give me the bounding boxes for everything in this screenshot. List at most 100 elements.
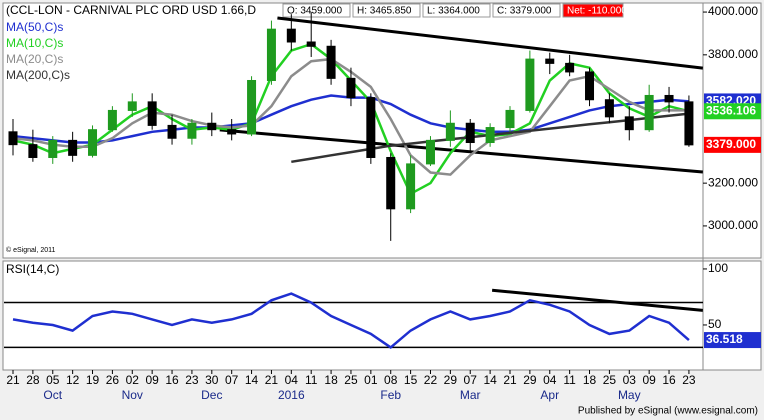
ohlc-box xyxy=(492,3,561,18)
x-tick-label: 23 xyxy=(185,373,199,387)
candle-body xyxy=(505,109,515,129)
x-tick-label: 22 xyxy=(424,373,438,387)
month-label: Oct xyxy=(43,388,62,402)
x-tick-label: 29 xyxy=(523,373,537,387)
x-tick-label: 11 xyxy=(563,373,576,387)
value-box xyxy=(704,332,761,349)
x-tick-label: 14 xyxy=(483,373,497,387)
value-label: 36.518 xyxy=(706,332,743,346)
candle-body xyxy=(167,124,177,139)
candle-body xyxy=(604,99,614,118)
x-tick-label: 05 xyxy=(46,373,60,387)
candle-body xyxy=(48,139,58,158)
legend-entry: MA(20,C)s xyxy=(6,52,63,66)
candle-body xyxy=(227,129,237,135)
x-tick-label: 12 xyxy=(66,373,80,387)
month-label: Mar xyxy=(460,388,481,402)
candle-body xyxy=(406,163,416,210)
candle-body xyxy=(565,62,575,73)
legend-entry: MA(10,C)s xyxy=(6,36,63,50)
x-tick-label: 21 xyxy=(265,373,279,387)
value-label: 3536.106 xyxy=(706,103,756,117)
trendline xyxy=(491,288,703,312)
x-tick-label: 04 xyxy=(543,373,557,387)
y-tick-label: 3800.000 xyxy=(708,47,758,61)
y-tick-label: 3000.000 xyxy=(708,218,758,232)
y-tick-label: 50 xyxy=(708,317,722,331)
ohlc-field: C: 3379.000 xyxy=(497,6,552,17)
candle-body xyxy=(8,131,18,146)
x-tick-label: 30 xyxy=(205,373,219,387)
month-label: May xyxy=(618,388,641,402)
candle-body xyxy=(88,129,98,156)
x-tick-label: 02 xyxy=(126,373,140,387)
x-tick-label: 09 xyxy=(145,373,159,387)
value-box xyxy=(704,136,761,153)
candle-body xyxy=(247,79,257,135)
legend-entry: MA(50,C)s xyxy=(6,20,63,34)
x-tick-label: 23 xyxy=(682,373,696,387)
candle-body xyxy=(684,101,694,146)
value-label: 3379.000 xyxy=(706,137,756,151)
x-tick-label: 01 xyxy=(364,373,378,387)
rsi-title: RSI(14,C) xyxy=(6,262,59,276)
candle-body xyxy=(68,139,78,156)
candle-body xyxy=(465,122,475,144)
x-tick-label: 04 xyxy=(285,373,299,387)
x-tick-label: 18 xyxy=(324,373,338,387)
candle-body xyxy=(207,122,217,131)
rsi-line xyxy=(12,292,690,349)
candle-body xyxy=(28,144,38,158)
ohlc-field: L: 3364.000 xyxy=(427,6,480,17)
copyright: © eSignal, 2011 xyxy=(6,246,56,254)
ohlc-box xyxy=(422,3,491,18)
candle-body xyxy=(346,77,356,99)
candle-body xyxy=(366,97,376,158)
x-tick-label: 29 xyxy=(444,373,458,387)
candle-body xyxy=(445,122,455,141)
x-tick-label: 08 xyxy=(384,373,398,387)
ohlc-field: H: 3465.850 xyxy=(357,6,412,17)
ohlc-box xyxy=(352,3,421,18)
candle-body xyxy=(286,28,296,43)
month-label: Dec xyxy=(201,388,222,402)
x-tick-label: 15 xyxy=(404,373,418,387)
x-tick-label: 19 xyxy=(86,373,100,387)
candle-body xyxy=(147,101,157,126)
candle-body xyxy=(525,58,535,111)
x-tick-label: 25 xyxy=(344,373,358,387)
candle-body xyxy=(585,71,595,101)
candle-body xyxy=(485,127,495,144)
x-tick-label: 14 xyxy=(245,373,259,387)
x-tick-label: 18 xyxy=(583,373,597,387)
x-tick-label: 26 xyxy=(106,373,120,387)
candle-body xyxy=(326,45,336,79)
candle-body xyxy=(425,139,435,165)
month-label: 2016 xyxy=(278,388,305,402)
ohlc-field: O: 3459.000 xyxy=(287,6,342,17)
legend-entry: MA(200,C)s xyxy=(6,68,70,82)
rsi-pane xyxy=(2,260,762,371)
x-tick-label: 16 xyxy=(165,373,179,387)
symbol: (CCL-LON - CARNIVAL PLC ORD USD 1.66,D xyxy=(6,3,256,17)
x-tick-label: 03 xyxy=(623,373,637,387)
trendline xyxy=(219,128,703,174)
x-tick-label: 11 xyxy=(305,373,318,387)
x-tick-label: 25 xyxy=(603,373,617,387)
value-box xyxy=(704,103,761,120)
x-tick-label: 16 xyxy=(662,373,676,387)
candle-body xyxy=(664,94,674,103)
candle-body xyxy=(266,28,276,81)
x-tick-label: 21 xyxy=(503,373,517,387)
month-label: Apr xyxy=(540,388,559,402)
month-label: Feb xyxy=(380,388,401,402)
x-tick-label: 07 xyxy=(225,373,239,387)
net-box xyxy=(562,3,624,18)
x-tick-label: 09 xyxy=(642,373,656,387)
footer: Published by eSignal (www.esignal.com) xyxy=(578,406,758,417)
candle-body xyxy=(644,94,654,131)
month-label: Nov xyxy=(122,388,143,402)
x-tick-label: 21 xyxy=(6,373,20,387)
y-tick-label: 100 xyxy=(708,261,728,275)
